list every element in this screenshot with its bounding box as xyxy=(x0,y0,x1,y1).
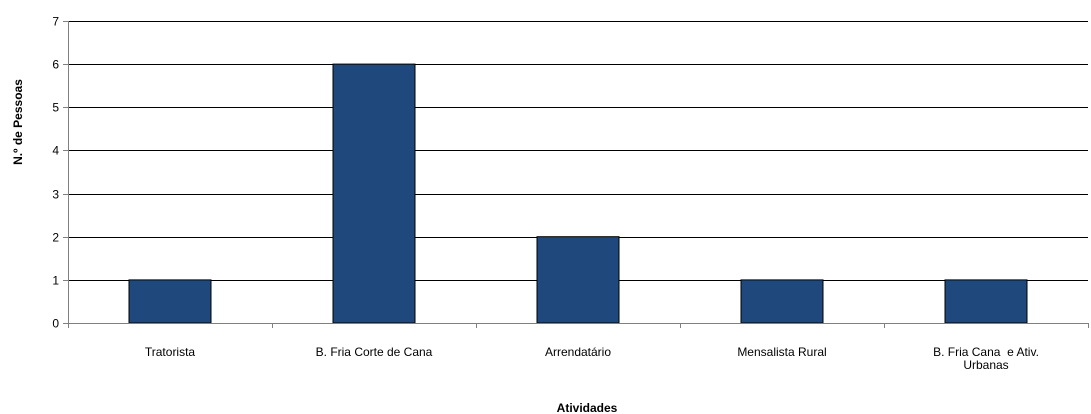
y-tick-label-5: 5 xyxy=(52,101,59,115)
x-tick-label-2: Arrendatário xyxy=(545,345,611,359)
bar-3 xyxy=(740,279,824,324)
y-tick-label-7: 7 xyxy=(52,15,59,29)
bar-2 xyxy=(536,236,620,324)
bar-4 xyxy=(944,279,1028,324)
bar-1 xyxy=(332,63,416,324)
x-tick-labels: Tratorista B. Fria Corte de Cana Arrendatá… xyxy=(145,345,1039,372)
y-tick-label-1: 1 xyxy=(52,274,59,288)
gridlines xyxy=(68,21,1088,281)
x-tick-label-4-line-0: B. Fria Cana e Ativ. xyxy=(933,345,1039,359)
y-tick-label-0: 0 xyxy=(52,317,59,331)
y-axis-title: N.º de Pessoas xyxy=(11,79,25,165)
x-tick-label-4-line-1: Urbanas xyxy=(963,358,1008,372)
bars xyxy=(128,63,1028,324)
bar-0 xyxy=(128,279,212,324)
x-tick-label-3: Mensalista Rural xyxy=(737,345,826,359)
axes xyxy=(63,21,1089,328)
x-axis-title: Atividades xyxy=(557,401,618,414)
y-tick-label-4: 4 xyxy=(52,144,59,158)
x-tick-label-0: Tratorista xyxy=(145,345,196,359)
y-tick-labels: 0 1 2 3 4 5 6 7 xyxy=(52,15,59,331)
y-tick-label-6: 6 xyxy=(52,58,59,72)
y-tick-label-3: 3 xyxy=(52,188,59,202)
y-tick-label-2: 2 xyxy=(52,231,59,245)
x-tick-label-1: B. Fria Corte de Cana xyxy=(316,345,433,359)
